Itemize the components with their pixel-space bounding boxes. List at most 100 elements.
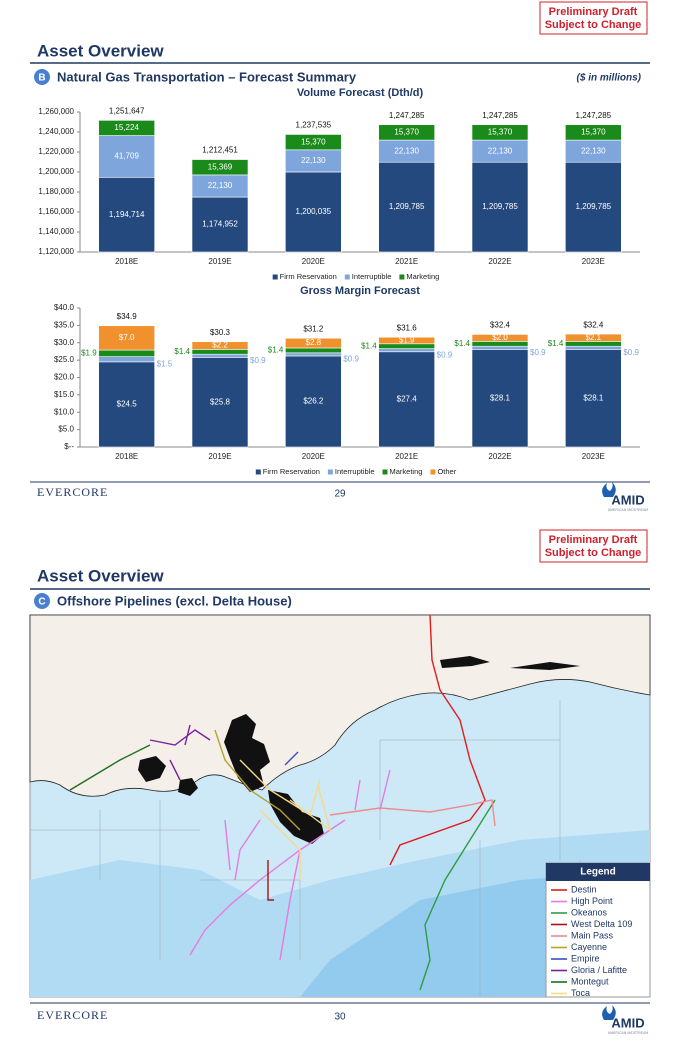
page-number: 30 [334,1012,346,1023]
x-tick-label: 2020E [302,257,325,266]
data-label: 22,130 [581,146,606,155]
data-label: 15,370 [488,128,513,137]
data-label: $1.9 [399,336,415,345]
y-tick-label: 1,240,000 [38,127,74,136]
total-label: 1,251,647 [109,106,145,115]
logo: AMID [611,492,644,507]
data-label: $1.4 [454,339,470,348]
data-label: $28.1 [490,393,511,402]
x-tick-label: 2018E [115,257,138,266]
stamp-box [539,529,648,563]
bar-segment [98,120,155,136]
data-label: $0.9 [437,350,453,359]
data-label: 22,130 [208,181,233,190]
data-label: 22,130 [394,146,419,155]
charts: Volume Forecast (Dth/d) 1,120,000 1,140,00… [38,87,640,476]
x-tick-label: 2018E [115,452,138,461]
stamp-line: Subject to Change [545,19,642,31]
data-label: $1.4 [548,339,564,348]
bar-segment [98,349,155,357]
bar-segment [565,341,622,347]
data-label: $25.8 [210,397,231,406]
bar-segment [98,361,155,448]
page-number: 29 [334,489,346,500]
bar-segment [98,176,155,253]
legend-label: Gloria / Lafitte [571,965,627,975]
data-label: 15,369 [208,162,233,171]
data-label: 1,200,035 [296,207,332,216]
legend-label: Main Pass [571,930,614,940]
data-label: $1.4 [174,347,190,356]
total-label: 1,247,285 [389,111,425,120]
stamp-box [539,1,648,35]
section-title: Natural Gas Transportation – Forecast Su… [57,69,357,84]
logo-flame [602,1005,616,1020]
x-tick-label: 2022E [488,452,511,461]
data-label: 41,709 [114,152,139,161]
bar-segment [98,325,155,351]
data-label: $0.9 [623,348,639,357]
y-tick-label: 1,140,000 [38,227,74,236]
data-label: 1,174,952 [202,220,238,229]
bar-segment [471,161,529,253]
bar-segment [471,345,529,350]
bar-segment [285,347,342,354]
y-tick-label: 1,260,000 [38,107,74,116]
chart-title: Volume Forecast (Dth/d) [297,87,424,99]
data-label: 1,209,785 [576,202,612,211]
y-tick-label: $15.0 [54,390,75,399]
y-tick-label: $35.0 [54,320,75,329]
bar-segment [565,161,622,253]
bar-segment [191,196,249,253]
bar-segment [191,159,249,176]
bar-segment [565,124,622,141]
y-tick-label: $-- [64,442,74,451]
logo-sub: AMERICAN MIDSTREAM [608,508,649,512]
data-label: 15,370 [301,137,326,146]
section-letter: B [38,73,45,84]
data-label: 15,370 [581,128,606,137]
slide: Preliminary Draft Subject to Change Asse… [30,1,650,512]
slide: Preliminary Draft Subject to Change Asse… [29,529,651,1035]
legend-item: Interruptible [327,467,375,476]
x-tick-label: 2019E [208,452,231,461]
legend-swatch [399,274,405,280]
y-tick-label: $10.0 [54,407,75,416]
units-note: ($ in millions) [577,73,642,84]
bar-segment [471,334,529,342]
legend-label: High Point [571,896,613,906]
bar-segment [191,349,249,355]
y-tick-label: $25.0 [54,355,75,364]
bar-segment [471,349,529,448]
legend-label: Cayenne [571,942,607,952]
y-tick-label: $5.0 [58,425,74,434]
legend-label: Firm Reservation [263,467,320,476]
logo-sub: AMERICAN MIDSTREAM [608,1031,649,1035]
total-label: $31.6 [397,323,418,332]
data-label: $27.4 [397,395,418,404]
legend-header [546,863,650,881]
legend-item: Interruptible [344,272,391,281]
legend-label: Montegut [571,976,609,986]
legend-swatch [272,274,278,280]
legend-label: Marketing [406,272,439,281]
x-tick-label: 2023E [582,452,605,461]
bar-segment [471,124,529,141]
legend-label: Interruptible [335,467,375,476]
bar-segment [471,341,529,347]
data-label: $24.5 [117,400,138,409]
data-label: 22,130 [301,156,326,165]
logo-flame [602,482,616,497]
data-label: $1.5 [157,359,173,368]
slide-title: Asset Overview [37,566,164,585]
y-tick-label: 1,120,000 [38,247,74,256]
stamp-line: Preliminary Draft [549,6,638,18]
bar-segment [565,345,622,350]
bar-segment [565,349,622,448]
y-tick-label: 1,180,000 [38,187,74,196]
bar-segment [378,336,435,345]
stamp-line: Preliminary Draft [549,534,638,546]
footer-brand: EVERCORE [37,1008,108,1022]
